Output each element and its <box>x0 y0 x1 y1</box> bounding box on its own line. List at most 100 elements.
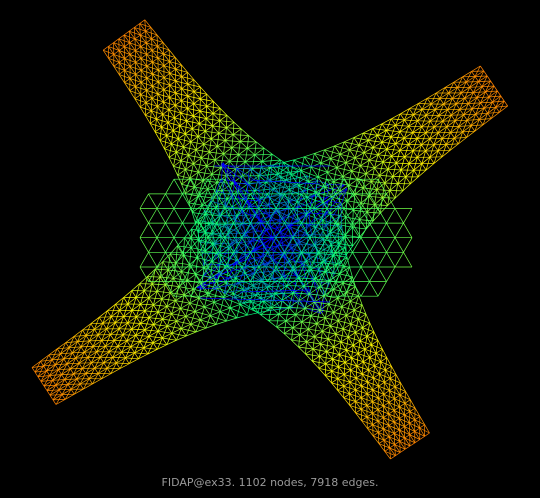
mesh-edge <box>310 153 315 167</box>
mesh-edge <box>143 336 150 348</box>
mesh-edge <box>444 81 454 88</box>
mesh-edge <box>326 281 336 297</box>
mesh-edge <box>118 46 125 51</box>
mesh-edge <box>180 294 185 309</box>
mesh-edge <box>193 110 201 117</box>
mesh-edge <box>381 136 392 143</box>
mesh-edge <box>409 399 416 409</box>
mesh-edge <box>174 117 187 122</box>
mesh-edge <box>148 304 154 318</box>
mesh-edge <box>374 154 379 168</box>
mesh-edge <box>193 91 207 95</box>
mesh-edge <box>162 306 168 320</box>
mesh-edge <box>471 108 476 115</box>
mesh-edge <box>261 153 273 162</box>
mesh-edge <box>325 271 330 281</box>
mesh-edge <box>306 208 315 215</box>
mesh-edge <box>324 251 332 261</box>
mesh-edge <box>200 306 205 321</box>
mesh-edge <box>281 300 290 308</box>
mesh-edge <box>249 166 262 169</box>
mesh-edge <box>430 98 441 105</box>
mesh-edge <box>190 311 196 325</box>
mesh-edge <box>218 127 227 134</box>
mesh-edge <box>169 61 176 70</box>
mesh-edge <box>293 224 310 236</box>
mesh-edge <box>314 336 329 340</box>
mesh-edge <box>77 329 83 342</box>
mesh-edge <box>298 170 302 186</box>
mesh-edge <box>335 237 345 253</box>
mesh-edge <box>114 334 124 341</box>
mesh-edge <box>152 69 159 75</box>
mesh-edge <box>278 313 287 322</box>
mesh-edge <box>124 82 130 91</box>
mesh-edge <box>298 346 306 355</box>
mesh-edge <box>246 200 260 220</box>
mesh-edge <box>351 170 358 180</box>
mesh-edge <box>135 58 142 63</box>
mesh-edge <box>52 399 57 405</box>
mesh-edge <box>374 197 383 205</box>
mesh-edge <box>474 119 480 132</box>
mesh-edge <box>349 149 356 158</box>
mesh-edge <box>318 252 328 268</box>
mesh-edge <box>103 362 108 369</box>
mesh-edge <box>96 345 106 353</box>
mesh-edge <box>361 385 373 391</box>
mesh-edge <box>66 363 71 370</box>
mesh-edge <box>293 159 302 171</box>
mesh-edge <box>299 328 309 335</box>
mesh-edge <box>303 285 320 288</box>
mesh-edge <box>161 127 167 136</box>
mesh-edge <box>129 42 141 48</box>
mesh-edge <box>235 161 246 169</box>
mesh-edge <box>314 301 329 305</box>
mesh-edge <box>369 353 377 358</box>
mesh-edge <box>182 193 192 209</box>
mesh-edge <box>73 363 80 375</box>
mesh-edge <box>205 130 219 134</box>
mesh-edge <box>389 444 395 449</box>
mesh-edge <box>73 329 83 337</box>
mesh-edge <box>386 237 396 253</box>
mesh-edge <box>306 191 317 198</box>
mesh-edge <box>207 179 217 195</box>
mesh-edge <box>157 81 165 90</box>
mesh-edge <box>180 316 187 329</box>
mesh-edge <box>176 321 182 329</box>
mesh-edge <box>156 222 166 238</box>
mesh-edge <box>67 373 74 385</box>
mesh-edge <box>337 374 345 379</box>
mesh-edge <box>349 144 360 151</box>
mesh-edge <box>388 410 395 415</box>
mesh-edge <box>361 408 373 414</box>
mesh-edge <box>165 284 171 293</box>
mesh-edge <box>412 120 418 133</box>
mesh-edge <box>124 66 131 71</box>
mesh-edge <box>339 149 350 155</box>
mesh-edge <box>279 193 289 208</box>
mesh-edge <box>199 281 209 297</box>
mesh-edge <box>242 211 254 228</box>
mesh-edge <box>326 266 336 282</box>
mesh-edge <box>244 227 254 235</box>
mesh-edge <box>208 223 213 234</box>
mesh-edge <box>106 368 112 374</box>
mesh-edge <box>153 291 158 305</box>
mesh-edge <box>297 263 303 276</box>
mesh-edge <box>447 109 452 116</box>
mesh-edge <box>393 418 400 423</box>
mesh-edge <box>383 428 390 438</box>
mesh-edge <box>363 147 374 154</box>
mesh-edge <box>165 237 175 253</box>
mesh-edge <box>301 315 312 323</box>
mesh-edge <box>462 125 472 133</box>
mesh-edge <box>480 102 485 109</box>
mesh-edge <box>343 281 353 297</box>
mesh-edge <box>280 162 284 178</box>
mesh-edge <box>197 136 204 145</box>
mesh-edge <box>308 323 317 330</box>
mesh-edge <box>192 283 202 290</box>
mesh-edge <box>452 92 462 99</box>
